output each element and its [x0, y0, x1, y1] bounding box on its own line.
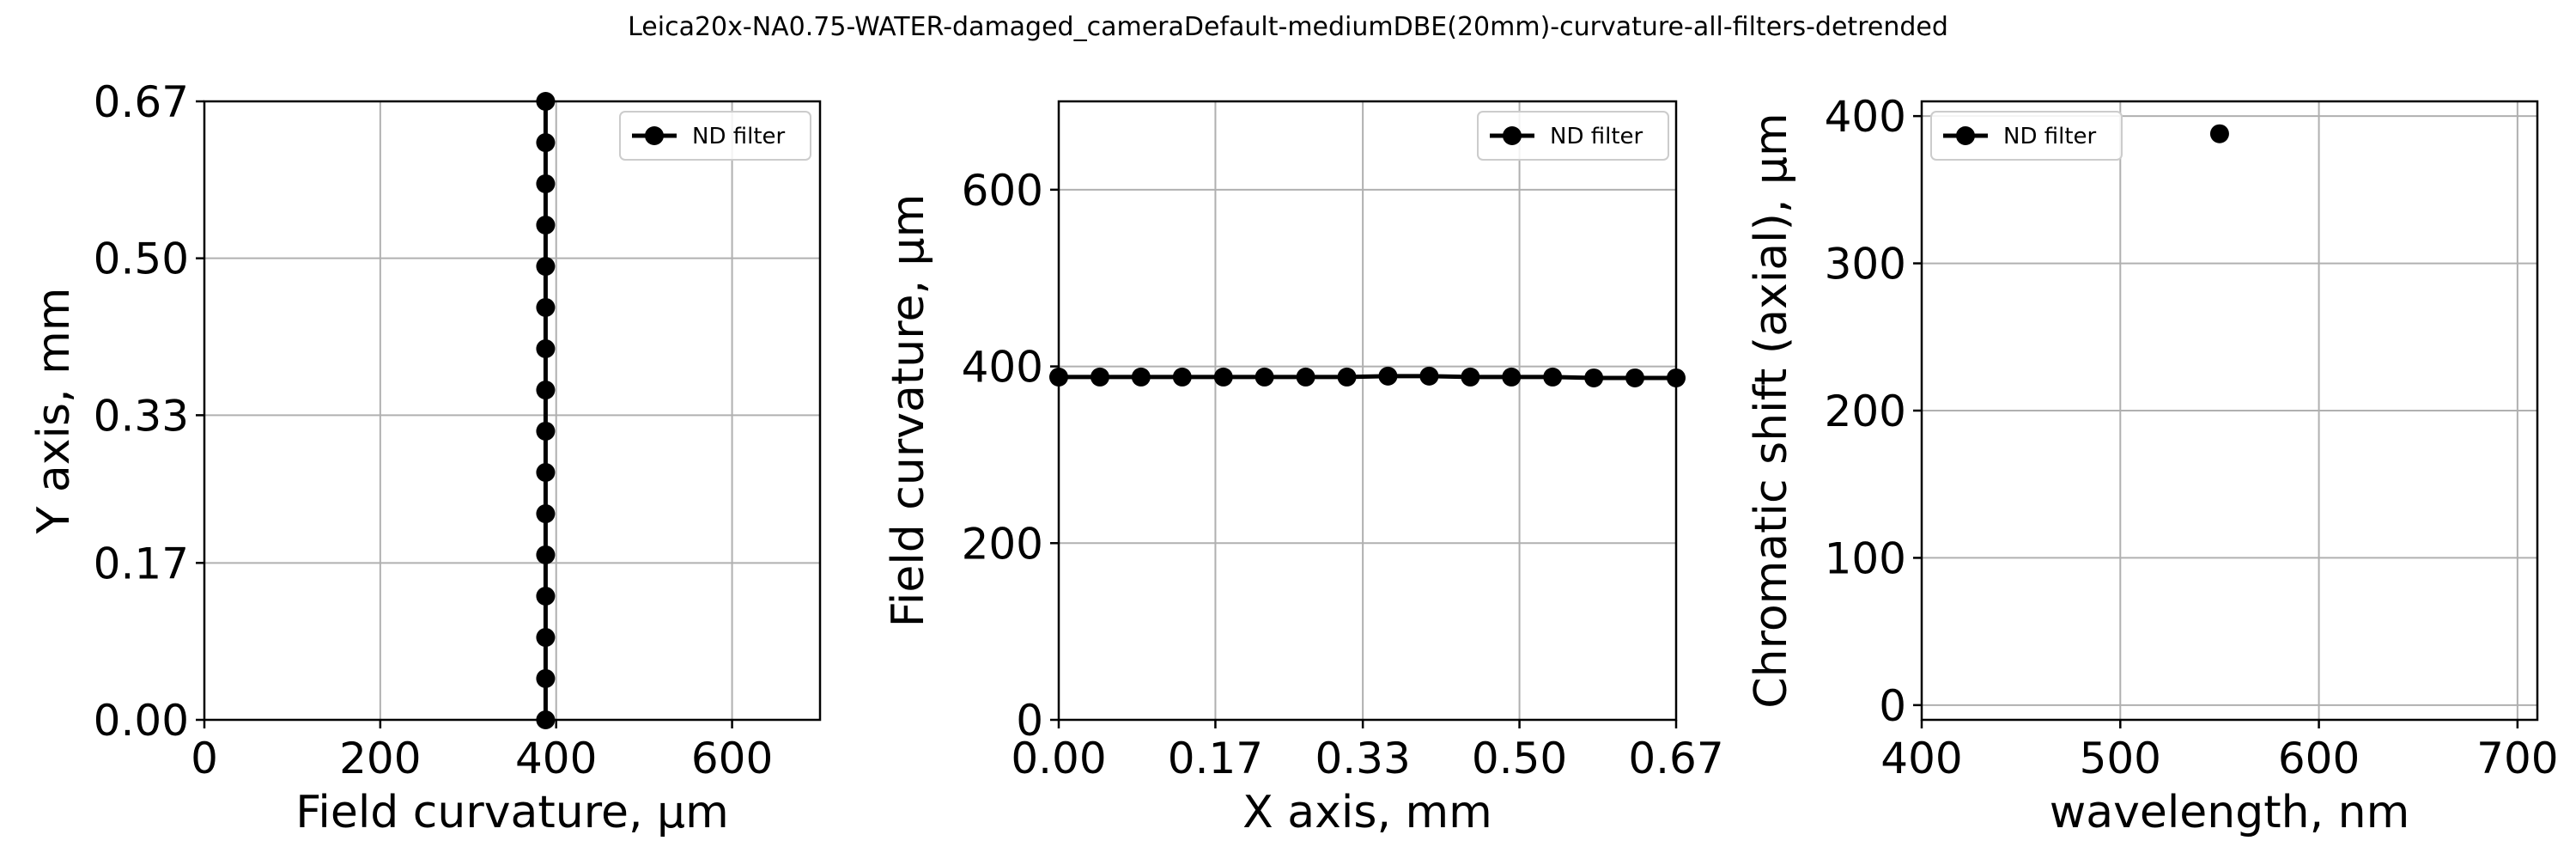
- data-point: [1461, 367, 1480, 387]
- data-point: [536, 174, 556, 193]
- data-point: [536, 545, 556, 564]
- x-tick-label: 0: [191, 734, 218, 783]
- data-point: [1131, 367, 1151, 387]
- data-point: [536, 587, 556, 606]
- y-tick-label: 0: [1016, 696, 1043, 746]
- legend-marker: [1503, 126, 1522, 145]
- data-point: [2209, 124, 2229, 143]
- x-tick-label: 600: [2278, 734, 2360, 783]
- chart-panel-3: 400 500 600 700 0 100 200 300 400 wavelength, nm C…: [1746, 92, 2559, 838]
- legend: ND filter: [1930, 111, 2123, 161]
- series-line: [1059, 374, 1676, 381]
- y-tick-label: 200: [962, 519, 1043, 569]
- data-point: [536, 628, 556, 648]
- y-tick-label: 0.50: [94, 235, 189, 284]
- y-axis-label: Field curvature, µm: [883, 194, 934, 628]
- data-point: [536, 381, 556, 400]
- data-point: [536, 339, 556, 358]
- y-tick-label: 0: [1879, 681, 1906, 731]
- figure-title: Leica20x-NA0.75-WATER-damaged_cameraDefa…: [628, 12, 1948, 42]
- data-point: [536, 257, 556, 277]
- plot-frame: [203, 100, 822, 722]
- y-tick-label: 0.33: [94, 391, 189, 441]
- y-tick-label: 100: [1825, 533, 1906, 583]
- legend-marker: [1956, 126, 1975, 145]
- x-tick-label: 700: [2476, 734, 2558, 783]
- legend-box: [1930, 111, 2123, 161]
- legend-label: ND filter: [692, 124, 786, 149]
- x-tick-label: 200: [339, 734, 421, 783]
- x-tick-label: 0.67: [1628, 734, 1723, 783]
- y-tick-label: 0.67: [94, 77, 189, 127]
- data-point: [536, 421, 556, 441]
- data-point: [1255, 367, 1274, 387]
- x-tick-label: 400: [515, 734, 597, 783]
- data-point: [1419, 366, 1439, 386]
- data-point: [1213, 367, 1233, 387]
- data-point: [536, 216, 556, 235]
- data-point: [1296, 367, 1315, 387]
- y-tick-label: 400: [962, 343, 1043, 393]
- y-tick-label: 300: [1825, 240, 1906, 289]
- x-tick-label: 0.00: [1011, 734, 1106, 783]
- data-point: [536, 504, 556, 524]
- plot-frame: [1057, 100, 1678, 722]
- x-axis-label: Field curvature, µm: [295, 787, 729, 838]
- data-point: [1337, 367, 1357, 387]
- data-point: [1543, 367, 1563, 387]
- legend-box: [1477, 111, 1669, 161]
- y-axis-label: Chromatic shift (axial), µm: [1746, 113, 1797, 708]
- chart-panel-2: 0.00 0.17 0.33 0.50 0.67 0 200 400 600 X axis, mm…: [883, 100, 1724, 838]
- legend-box: [619, 111, 811, 161]
- legend-label: ND filter: [2003, 124, 2097, 149]
- data-point: [1378, 366, 1398, 386]
- data-point: [536, 297, 556, 317]
- y-tick-label: 600: [962, 166, 1043, 216]
- data-point: [536, 668, 556, 688]
- x-axis-label: X axis, mm: [1242, 787, 1492, 838]
- x-axis-label: wavelength, nm: [2050, 787, 2410, 838]
- data-point: [1584, 368, 1604, 387]
- data-point: [1625, 368, 1645, 387]
- legend-label: ND filter: [1550, 124, 1643, 149]
- data-point: [1090, 367, 1109, 387]
- x-tick-label: 600: [691, 734, 773, 783]
- y-axis-label: Y axis, mm: [28, 288, 80, 535]
- x-tick-label: 0.50: [1472, 734, 1567, 783]
- x-tick-label: 0.17: [1168, 734, 1263, 783]
- y-tick-label: 0.17: [94, 539, 189, 588]
- legend: ND filter: [619, 111, 811, 161]
- data-point: [536, 133, 556, 153]
- legend: ND filter: [1477, 111, 1669, 161]
- chart-panel-1: 0 200 400 600 0.00 0.17 0.33 0.50 0.67 Field curv…: [28, 77, 822, 838]
- x-tick-label: 500: [2080, 734, 2161, 783]
- y-tick-label: 200: [1825, 387, 1906, 436]
- data-point: [536, 463, 556, 482]
- x-tick-label: 0.33: [1315, 734, 1410, 783]
- y-tick-label: 400: [1825, 92, 1906, 142]
- y-tick-label: 0.00: [94, 696, 189, 746]
- x-tick-label: 400: [1880, 734, 1962, 783]
- legend-marker: [645, 126, 664, 145]
- data-point: [1502, 367, 1522, 387]
- data-point: [1172, 367, 1192, 387]
